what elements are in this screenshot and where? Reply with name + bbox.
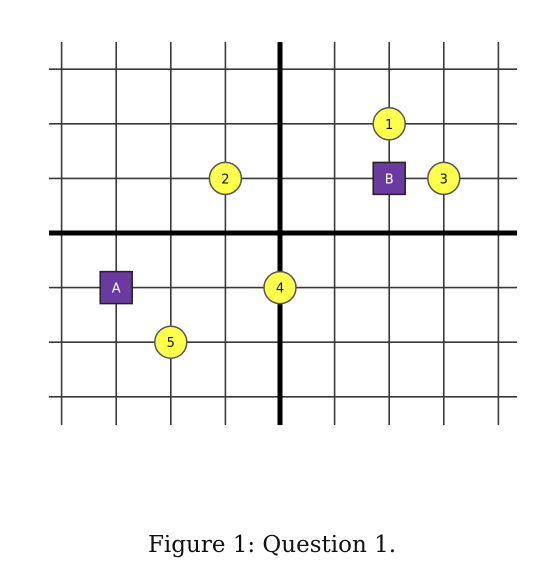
figure-caption: Figure 1: Question 1. [147, 532, 397, 558]
circle-marker-shape [208, 161, 243, 196]
square-marker-b: B [372, 161, 406, 196]
square-marker-a: A [99, 270, 133, 305]
circle-marker-label: 1 [385, 118, 393, 133]
square-marker-shape [99, 270, 133, 305]
circle-marker-shape [427, 161, 461, 196]
circle-marker-label: 5 [167, 336, 175, 351]
square-marker-shape [372, 161, 406, 196]
circle-marker-2: 2 [208, 161, 243, 196]
circle-marker-label: 2 [221, 172, 229, 187]
circle-marker-label: 4 [276, 282, 284, 297]
square-marker-label: A [112, 282, 121, 297]
axes [49, 42, 517, 425]
circle-marker-shape [154, 325, 188, 359]
point-markers: 1 2 3 4 5 A B [99, 107, 461, 359]
circle-marker-5: 5 [154, 325, 188, 359]
circle-marker-3: 3 [427, 161, 461, 196]
circle-marker-1: 1 [372, 107, 406, 141]
circle-marker-label: 3 [440, 172, 448, 187]
square-marker-label: B [385, 172, 394, 187]
circle-marker-shape [263, 270, 297, 305]
circle-marker-4: 4 [263, 270, 297, 305]
circle-marker-shape [372, 107, 406, 141]
